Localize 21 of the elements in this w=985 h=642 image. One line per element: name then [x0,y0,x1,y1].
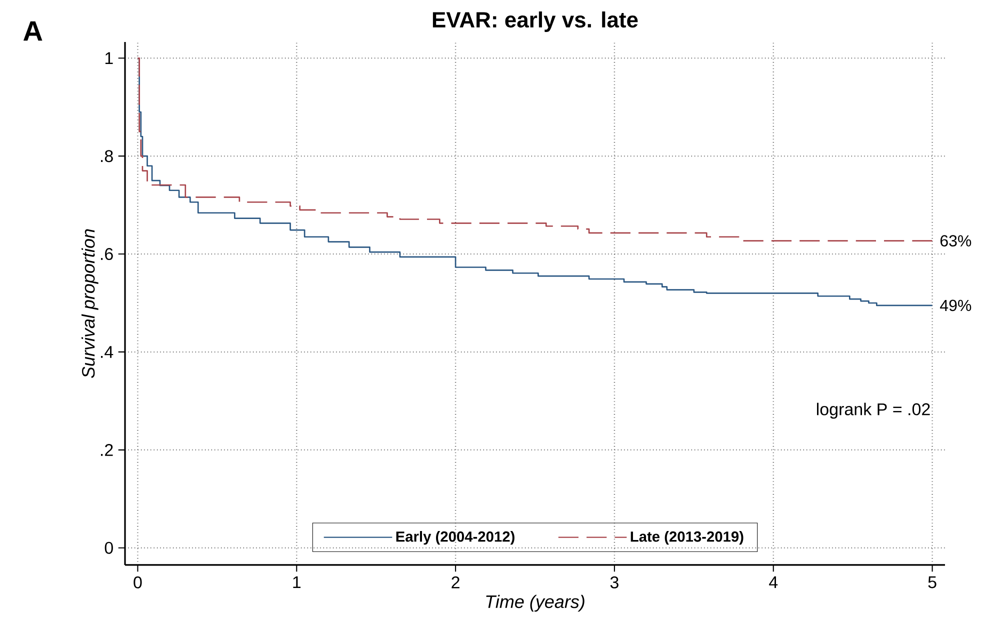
annotation: 63% [940,235,972,246]
x-tick-label: 3 [610,576,618,588]
y-tick-label: .8 [101,150,113,162]
text: A [23,21,42,41]
x-tick-label: 4 [769,576,778,588]
x-tick-label: 2 [452,576,460,588]
x-tick-label: 1 [293,576,301,588]
chart-title: EVAR: early vs. late [432,11,638,32]
x-axis-title: Time (years) [486,594,584,612]
legend-label: Early (2004-2012) [396,531,514,545]
annotation: 49% [940,300,972,312]
y-tick-label: .2 [101,444,113,456]
annotation: logrank P = .02 [817,402,930,419]
x-tick-label: 0 [134,576,142,588]
y-tick-label: 1 [105,52,113,64]
x-tick-label: 5 [928,576,936,588]
legend-label: Late (2013-2019) [630,531,744,545]
y-tick-label: 0 [104,542,113,554]
y-axis-title: Survival proportion [82,229,98,378]
y-tick-label: .6 [101,248,113,260]
y-tick-label: .4 [101,346,114,358]
